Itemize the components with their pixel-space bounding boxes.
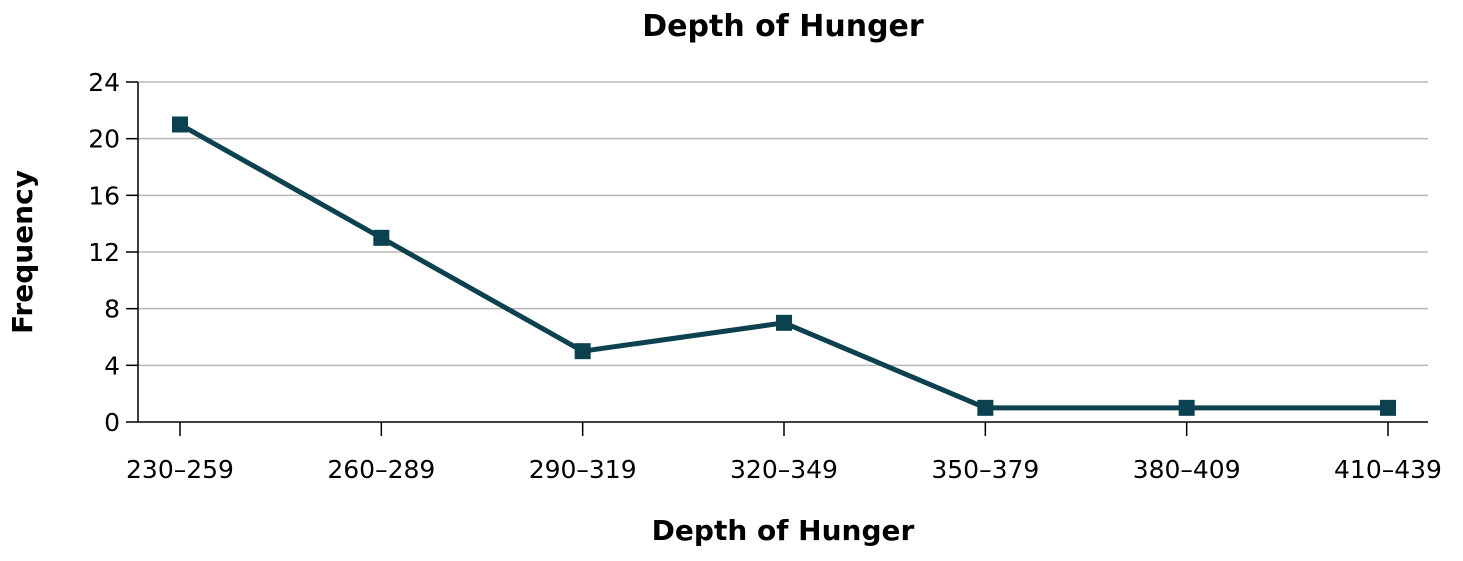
y-tick-label: 24 [88, 68, 120, 97]
x-tick-label: 380–409 [1133, 455, 1241, 484]
gridlines [138, 81, 1428, 367]
series-line [172, 116, 1396, 416]
x-tick-label: 290–319 [529, 455, 637, 484]
data-point [1380, 399, 1396, 416]
data-point [1178, 399, 1195, 416]
y-tick-label: 4 [104, 351, 120, 380]
x-tick-label: 260–289 [327, 455, 435, 484]
chart-title: Depth of Hunger [642, 9, 924, 44]
data-point [574, 343, 591, 360]
x-tick-label: 230–259 [126, 455, 234, 484]
y-tick-label: 16 [88, 181, 120, 210]
data-point [977, 399, 994, 416]
x-tick-label: 410–439 [1334, 455, 1442, 484]
data-point [776, 314, 792, 331]
y-tick-label: 0 [104, 408, 120, 437]
x-tick-label: 320–349 [730, 455, 838, 484]
x-tick-label: 350–379 [931, 455, 1039, 484]
y-tick-label: 20 [88, 125, 120, 154]
y-axis-label: Frequency [6, 170, 39, 334]
y-tick-label: 8 [104, 295, 120, 324]
data-point [373, 229, 390, 246]
y-axis-ticks: 0 4 8 12 16 20 24 [88, 68, 138, 437]
x-axis-label: Depth of Hunger [652, 514, 915, 547]
y-tick-label: 12 [88, 238, 120, 267]
x-axis-ticks: 230–259 260–289 290–319 320–349 350–379 380–4… [126, 422, 1442, 484]
data-point [172, 116, 188, 133]
